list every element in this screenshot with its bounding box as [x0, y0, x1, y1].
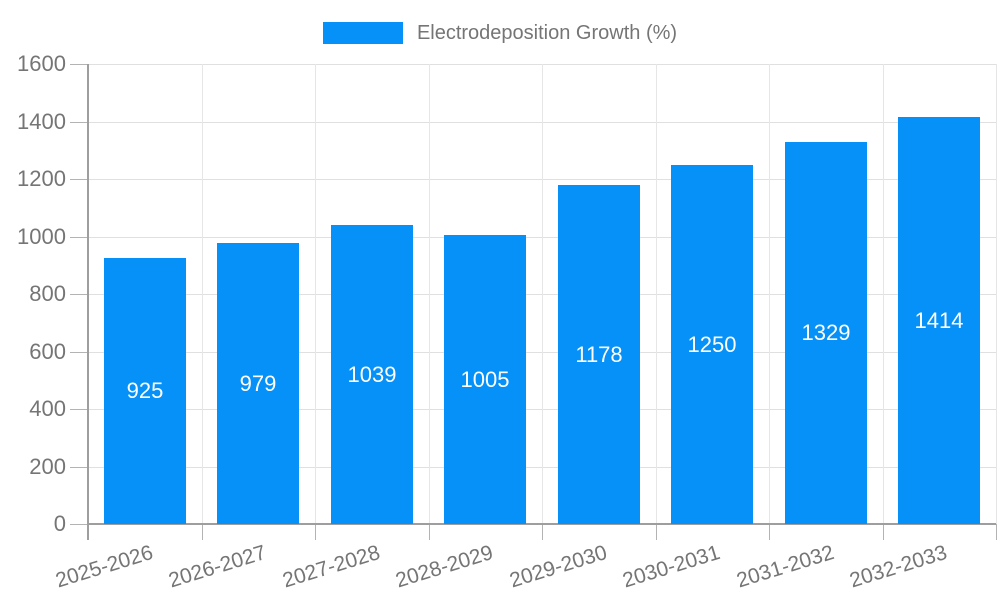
bar-value-label: 925	[126, 378, 164, 403]
bar-value-label: 1005	[460, 366, 510, 392]
x-gridline	[883, 64, 884, 524]
y-tick	[70, 524, 88, 525]
y-tick	[70, 237, 88, 238]
x-gridline	[996, 64, 997, 524]
bar[interactable]: 1250	[671, 165, 753, 524]
bar-value-label: 1329	[801, 320, 851, 345]
x-axis-line	[88, 523, 996, 525]
bar-value-label: 1414	[914, 307, 964, 333]
legend-swatch	[322, 22, 403, 44]
y-tick	[70, 409, 88, 410]
y-axis-line	[87, 64, 89, 540]
y-tick-label: 1000	[17, 224, 66, 249]
bar[interactable]: 1005	[444, 235, 526, 524]
bar-value-label: 1250	[687, 331, 737, 357]
x-tick	[883, 524, 884, 540]
legend-label: Electrodeposition Growth (%)	[416, 22, 678, 44]
y-tick	[70, 64, 88, 65]
y-tick-label: 1200	[17, 166, 66, 191]
bar[interactable]: 1329	[785, 142, 867, 524]
y-tick	[70, 179, 88, 180]
bar[interactable]: 925	[104, 258, 186, 524]
x-gridline	[202, 64, 203, 524]
y-tick-label: 0	[53, 511, 66, 536]
y-tick-label: 1400	[17, 109, 66, 134]
y-tick-label: 800	[29, 281, 66, 306]
bar-value-label: 979	[239, 370, 277, 396]
x-tick	[315, 524, 316, 540]
y-tick-label: 600	[29, 339, 66, 364]
y-tick-label: 400	[29, 396, 66, 421]
x-gridline	[542, 64, 543, 524]
x-tick	[429, 524, 430, 540]
bar[interactable]: 1414	[898, 117, 980, 524]
x-tick	[769, 524, 770, 540]
x-tick	[542, 524, 543, 540]
x-gridline	[656, 64, 657, 524]
bar[interactable]: 979	[217, 243, 299, 524]
y-tick	[70, 352, 88, 353]
y-tick	[70, 122, 88, 123]
x-gridline	[769, 64, 770, 524]
legend-item[interactable]: Electrodeposition Growth (%)	[0, 20, 1000, 46]
x-tick	[996, 524, 997, 540]
x-gridline	[315, 64, 316, 524]
bar[interactable]: 1178	[558, 185, 640, 524]
y-tick-label: 1600	[17, 51, 66, 76]
bar-value-label: 1178	[575, 341, 623, 367]
bar[interactable]: 1039	[331, 225, 413, 524]
y-tick-label: 200	[29, 454, 66, 479]
x-tick	[202, 524, 203, 540]
bar-value-label: 1039	[347, 361, 397, 387]
y-tick	[70, 467, 88, 468]
x-tick	[656, 524, 657, 540]
x-gridline	[429, 64, 430, 524]
y-tick	[70, 294, 88, 295]
